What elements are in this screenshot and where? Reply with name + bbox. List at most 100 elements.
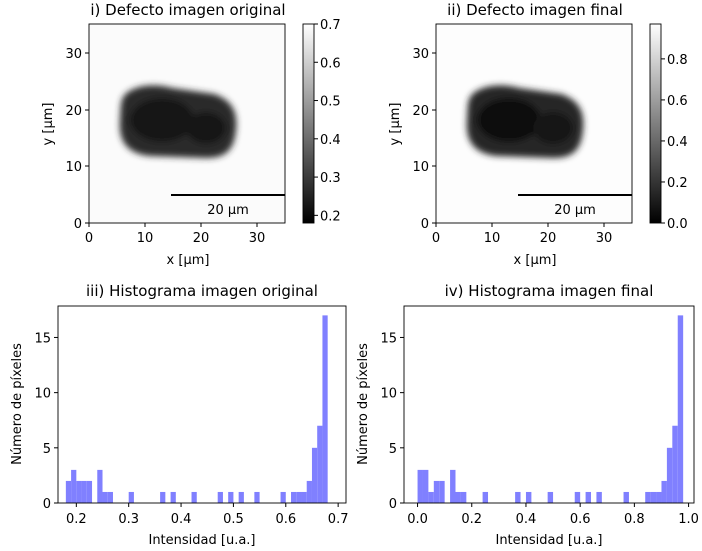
panel-iii-histogram-bar bbox=[97, 469, 103, 503]
panel-iii-xtick: 0.3 bbox=[118, 512, 139, 527]
panel-i-colorbar-label: 0.4 bbox=[320, 133, 341, 148]
panel-iv-histogram-bar bbox=[482, 491, 489, 503]
panel-iii-ytick: 5 bbox=[43, 442, 51, 457]
panel-iv-xtick: 0.0 bbox=[407, 512, 428, 527]
panel-iii-histogram-bar bbox=[317, 425, 323, 503]
panel-i-xtick: 20 bbox=[193, 231, 210, 246]
panel-iv-histogram-bar bbox=[677, 315, 684, 503]
panel-iv-ylabel: Número de píxeles bbox=[356, 343, 371, 465]
panel-iv-ytick: 10 bbox=[380, 387, 397, 402]
panel-iii-histogram-bar bbox=[81, 480, 87, 503]
panel-iii-histogram-bar bbox=[322, 315, 328, 503]
panel-iv-histogram-bar bbox=[450, 469, 456, 503]
panel-iv-xtick: 1.0 bbox=[678, 512, 699, 527]
panel-i-image-frame bbox=[88, 23, 286, 224]
panel-iv-title: iv) Histograma imagen final bbox=[445, 282, 654, 300]
panel-iii-xtick: 0.4 bbox=[171, 512, 192, 527]
panel-ii-colorbar-label: 0.6 bbox=[667, 94, 688, 109]
panel-ii-xtick: 30 bbox=[596, 231, 613, 246]
panel-ii-scalebar-label: 20 μm bbox=[554, 203, 596, 218]
panel-i-xtick: 10 bbox=[137, 231, 154, 246]
panel-i-scalebar-label: 20 μm bbox=[207, 203, 249, 218]
panel-i-ylabel: y [μm] bbox=[41, 103, 56, 146]
panel-iv-histogram-bar bbox=[515, 491, 521, 503]
panel-i-xtick: 30 bbox=[249, 231, 266, 246]
panel-iii-histogram-bar bbox=[217, 491, 223, 503]
panel-iv-xlabel: Intensidad [u.a.] bbox=[495, 533, 602, 548]
panel-i-xtick: 0 bbox=[85, 231, 93, 246]
panel-iv-histogram-bar bbox=[574, 491, 581, 503]
panel-i-title: i) Defecto imagen original bbox=[90, 1, 285, 19]
panel-iv-histogram-bar bbox=[623, 491, 629, 503]
panel-i-defect bbox=[119, 85, 237, 158]
panel-i-ytick: 10 bbox=[65, 160, 82, 175]
panel-iii-histogram-bar bbox=[301, 491, 307, 503]
panel-iii-histogram-bar bbox=[107, 491, 113, 503]
panel-ii-ytick: 10 bbox=[412, 160, 429, 175]
panel-iii-histogram-bar bbox=[238, 491, 244, 503]
panel-iv-ytick: 5 bbox=[389, 442, 397, 457]
panel-ii-y-axis: 0 10 20 30 y [μm] bbox=[388, 47, 436, 232]
panel-iv-histogram-bar bbox=[455, 491, 461, 503]
panel-i-colorbar-label: 0.2 bbox=[320, 209, 341, 224]
panel-iii-xlabel: Intensidad [u.a.] bbox=[148, 533, 255, 548]
panel-ii-xlabel: x [μm] bbox=[514, 253, 557, 268]
panel-i-colorbar-label: 0.5 bbox=[320, 95, 341, 110]
panel-i-y-axis: 0 10 20 30 y [μm] bbox=[41, 47, 89, 232]
panel-iii-bars bbox=[65, 315, 328, 503]
panel-iv-axes-frame bbox=[403, 305, 695, 504]
panel-ii-title: ii) Defecto imagen final bbox=[447, 1, 623, 19]
panel-iv: iv) Histograma imagen final 0.0 0.2 0.4 0.6… bbox=[356, 282, 699, 548]
panel-i-colorbar-label: 0.6 bbox=[320, 56, 341, 71]
panel-i-ytick: 0 bbox=[74, 217, 82, 232]
panel-ii: ii) Defecto imagen final 20 μm 0 10 20 3… bbox=[388, 1, 688, 268]
panel-iii-xtick: 0.6 bbox=[275, 512, 296, 527]
panel-i-colorbar-label: 0.3 bbox=[320, 171, 341, 186]
panel-iv-histogram-bar bbox=[417, 469, 423, 503]
panel-iv-xtick: 0.2 bbox=[461, 512, 482, 527]
panel-iii-histogram-bar bbox=[280, 491, 286, 503]
panel-i-xlabel: x [μm] bbox=[167, 253, 210, 268]
panel-i-x-axis: 0 10 20 30 x [μm] bbox=[85, 223, 265, 268]
panel-iv-ytick: 0 bbox=[389, 497, 397, 512]
panel-iv-histogram-bar bbox=[656, 491, 662, 503]
panel-iii-title: iii) Histograma imagen original bbox=[86, 282, 318, 300]
panel-iv-histogram-bar bbox=[585, 491, 592, 503]
panel-iv-histogram-bar bbox=[439, 480, 445, 503]
panel-ii-xtick: 0 bbox=[432, 231, 440, 246]
panel-iv-bars bbox=[417, 315, 684, 503]
panel-ii-ylabel: y [μm] bbox=[388, 103, 403, 146]
panel-iii-histogram-bar bbox=[160, 491, 166, 503]
panel-iii-histogram-bar bbox=[311, 447, 318, 503]
panel-iv-histogram-bar bbox=[666, 447, 673, 503]
panel-iii-histogram-bar bbox=[170, 491, 176, 503]
panel-iii: iii) Histograma imagen original 0.2 0.3 0.… bbox=[10, 282, 348, 548]
panel-iv-histogram-bar bbox=[460, 491, 467, 503]
panel-iv-histogram-bar bbox=[645, 491, 651, 503]
panel-iii-histogram-bar bbox=[128, 491, 134, 503]
panel-ii-xtick: 20 bbox=[540, 231, 557, 246]
panel-iv-histogram-bar bbox=[525, 491, 532, 503]
panel-ii-defect bbox=[466, 85, 584, 158]
panel-iii-ylabel: Número de píxeles bbox=[10, 343, 25, 465]
panel-iii-axes: 0.2 0.3 0.4 0.5 0.6 0.7 0 5 10 15 bbox=[34, 331, 348, 527]
panel-i-colorbar-label: 0.7 bbox=[320, 18, 341, 33]
panel-iii-axes-frame bbox=[57, 305, 347, 504]
panel-iv-histogram-bar bbox=[672, 425, 678, 503]
panel-ii-colorbar-label: 0.2 bbox=[667, 176, 688, 191]
panel-iii-histogram-bar bbox=[65, 480, 72, 503]
panel-i-colorbar: 0.2 0.3 0.4 0.5 0.6 0.7 bbox=[302, 18, 341, 224]
panel-iv-histogram-bar bbox=[547, 491, 554, 503]
panel-iii-histogram-bar bbox=[102, 491, 108, 503]
panel-ii-colorbar-label: 0.4 bbox=[667, 135, 688, 150]
panel-iii-xtick: 0.7 bbox=[328, 512, 349, 527]
panel-ii-ytick: 0 bbox=[421, 217, 429, 232]
panel-iii-histogram-bar bbox=[76, 480, 82, 503]
panel-iv-xtick: 0.8 bbox=[624, 512, 645, 527]
panel-iv-histogram-bar bbox=[650, 491, 657, 503]
panel-i-ytick: 20 bbox=[65, 104, 82, 119]
panel-iv-histogram-bar bbox=[661, 480, 667, 503]
panel-iii-histogram-bar bbox=[86, 480, 93, 503]
panel-iii-ytick: 0 bbox=[43, 497, 51, 512]
